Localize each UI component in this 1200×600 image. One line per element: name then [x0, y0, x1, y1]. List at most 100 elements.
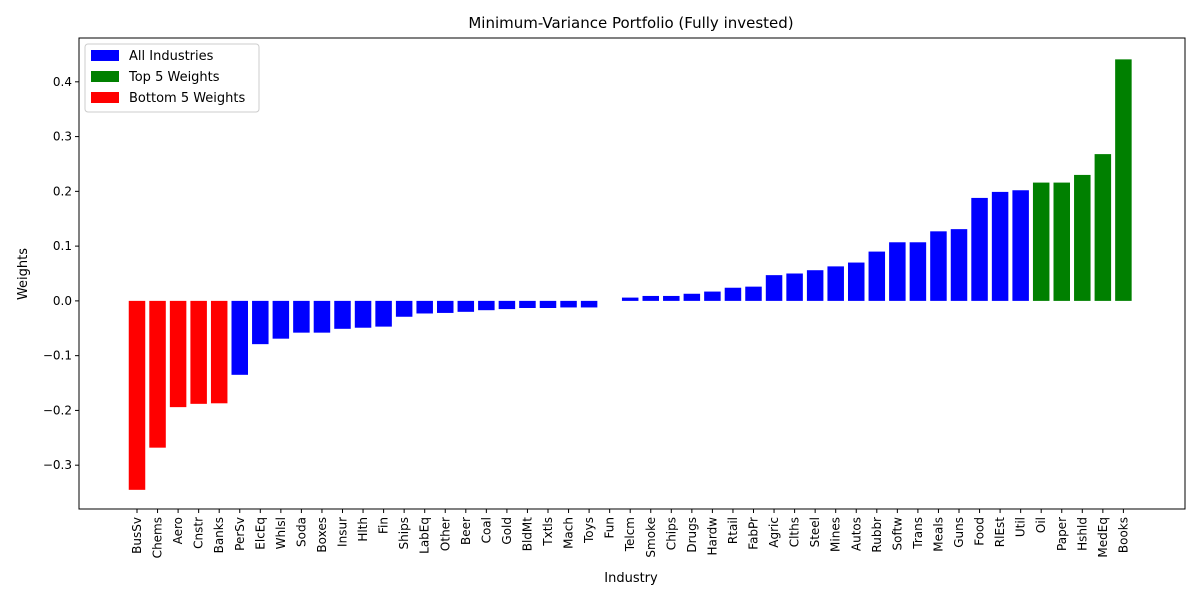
bar-autos [848, 262, 865, 301]
bar-rlest [991, 191, 1009, 301]
y-tick-label: 0.2 [53, 184, 72, 198]
bar-ships [395, 300, 413, 317]
bar-medeq [1094, 154, 1112, 301]
y-axis: −0.3 −0.2 −0.1 0.0 0.1 0.2 0.3 0.4 [43, 75, 79, 472]
x-tick-label: Rtail [726, 517, 740, 544]
x-tick-label: Fin [377, 517, 391, 534]
bar-smoke [642, 295, 659, 301]
bar-boxes [313, 300, 331, 333]
bar-chips [663, 295, 680, 301]
bar-whlsl [272, 300, 290, 339]
x-tick-label: Steel [808, 517, 822, 547]
x-tick-label: RlEst [993, 517, 1007, 548]
x-tick-label: Telcm [623, 517, 637, 552]
x-tick-label: Util [1014, 517, 1028, 537]
y-tick-label: 0.0 [53, 294, 72, 308]
x-tick-label: Food [973, 517, 987, 546]
x-axis: BusSv Chems Aero Cnstr Banks PerSv ElcEq Whlsl S… [130, 509, 1130, 558]
bar-gold [498, 300, 516, 310]
x-tick-label: Txtls [541, 517, 555, 547]
bar-coal [478, 300, 495, 311]
bar-hshld [1074, 174, 1091, 301]
bar-toys [580, 300, 598, 308]
bar-fabpr [745, 286, 762, 301]
bar-bldmt [519, 300, 536, 308]
x-tick-label: BldMt [520, 517, 534, 552]
bar-softw [889, 242, 906, 301]
x-tick-label: FabPr [747, 517, 761, 550]
x-tick-label: Boxes [315, 517, 329, 553]
x-tick-label: MedEq [1096, 517, 1110, 558]
x-tick-label: Soda [294, 517, 308, 547]
x-tick-label: Mach [562, 517, 576, 549]
x-tick-label: Ships [397, 517, 411, 549]
legend-label: Top 5 Weights [128, 70, 220, 85]
x-tick-label: Whlsl [274, 517, 288, 549]
x-tick-label: Smoke [644, 517, 658, 558]
x-tick-label: Softw [890, 517, 904, 551]
x-tick-label: Guns [952, 517, 966, 548]
legend-box [84, 43, 260, 113]
x-tick-label: Toys [582, 517, 596, 544]
x-tick-label: Oil [1034, 517, 1048, 533]
x-tick-label: Fun [603, 517, 617, 538]
x-tick-label: Hlth [356, 517, 370, 542]
y-tick-label: 0.1 [53, 239, 72, 253]
x-tick-label: Clths [788, 517, 802, 547]
x-tick-label: Hshld [1075, 517, 1089, 551]
x-tick-label: Chems [151, 517, 165, 558]
bar-banks [210, 300, 228, 404]
x-tick-label: Beer [459, 517, 473, 545]
bar-agric [765, 275, 783, 301]
bar-rtail [724, 287, 742, 301]
bar-txtls [539, 300, 557, 308]
bar-drugs [683, 293, 701, 301]
x-tick-label: Insur [336, 517, 350, 547]
bar-beer [457, 300, 475, 312]
bar-aero [169, 300, 187, 408]
x-tick-label: Agric [767, 517, 781, 548]
x-tick-label: PerSv [233, 517, 247, 551]
x-tick-label: Paper [1055, 517, 1069, 551]
bar-persv [231, 300, 248, 375]
y-tick-label: 0.3 [53, 130, 72, 144]
bar-oil [1032, 182, 1050, 301]
bar-steel [806, 270, 824, 301]
legend-swatch [91, 92, 119, 103]
x-tick-label: Other [438, 517, 452, 551]
bar-trans [909, 242, 927, 301]
y-tick-label: −0.3 [43, 458, 72, 472]
legend-label: All Industries [129, 49, 214, 64]
bar-food [971, 197, 988, 301]
bar-clths [786, 273, 803, 301]
x-tick-label: Rubbr [870, 517, 884, 553]
bar-hardw [704, 291, 721, 301]
legend: All Industries Top 5 Weights Bottom 5 Weig… [84, 43, 260, 113]
bar-paper [1053, 182, 1070, 301]
x-tick-label: Hardw [705, 517, 719, 556]
x-tick-label: Gold [500, 517, 514, 545]
bar-books [1115, 59, 1132, 301]
x-tick-label: Cnstr [192, 517, 206, 549]
x-tick-label: Meals [931, 517, 945, 552]
legend-swatch [91, 71, 119, 82]
bar-soda [293, 300, 310, 333]
x-tick-label: Aero [171, 517, 185, 544]
x-tick-label: Coal [479, 517, 493, 543]
x-axis-title: Industry [604, 571, 658, 586]
bar-util [1012, 190, 1029, 301]
y-tick-label: −0.2 [43, 403, 72, 417]
x-tick-label: Mines [829, 517, 843, 552]
bar-bussv [128, 300, 146, 490]
bar-cnstr [190, 300, 207, 404]
y-tick-label: −0.1 [43, 349, 72, 363]
x-tick-label: LabEq [418, 517, 432, 554]
legend-label: Bottom 5 Weights [129, 91, 246, 106]
x-tick-label: Banks [212, 517, 226, 553]
bars-group [128, 59, 1132, 490]
bar-chems [149, 300, 166, 448]
x-tick-label: Chips [664, 517, 678, 550]
y-tick-label: 0.4 [53, 75, 72, 89]
bar-insur [334, 300, 351, 329]
